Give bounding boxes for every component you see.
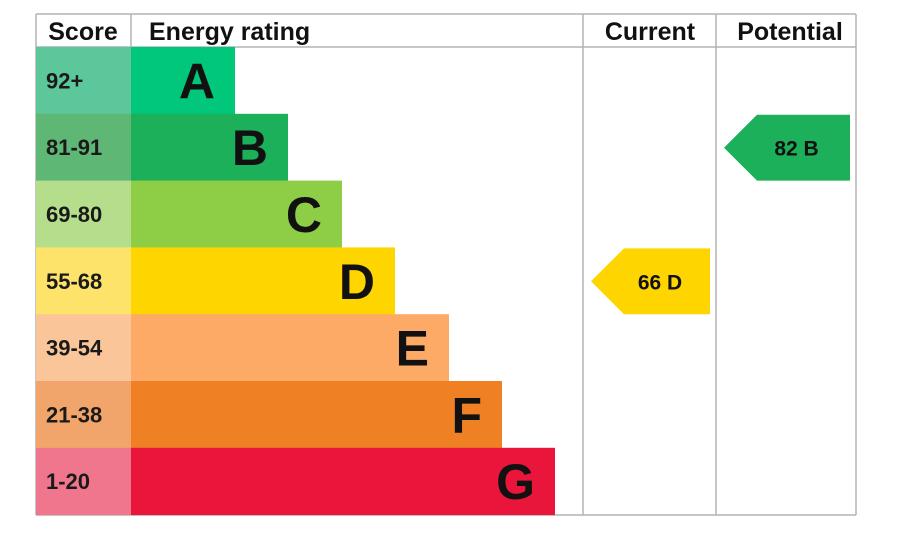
rating-bar: [131, 113, 288, 182]
score-range-label: 1-20: [46, 469, 90, 494]
score-cell: [36, 247, 131, 315]
score-range-label: 55-68: [46, 269, 102, 294]
rating-indicators: 66 D 82 B: [591, 114, 850, 315]
potential-rating-indicator-arrow: [724, 114, 850, 181]
rating-bar: [131, 47, 235, 115]
rating-bar: [131, 247, 395, 315]
rating-letter: C: [286, 187, 322, 243]
score-cell: [36, 447, 131, 516]
current-rating-indicator-arrow: [591, 248, 710, 315]
header-current: Current: [605, 18, 696, 46]
rating-bar: [131, 180, 342, 248]
band-f: 21-38 F: [36, 381, 502, 449]
rating-bar: [131, 447, 555, 516]
header-energy-rating: Energy rating: [149, 18, 310, 46]
band-g: 1-20 G: [36, 447, 555, 516]
rating-letter: E: [396, 321, 429, 377]
header-potential: Potential: [737, 18, 843, 46]
score-range-label: 92+: [46, 68, 83, 93]
potential-rating-indicator-label: 82 B: [774, 138, 818, 161]
rating-letter: A: [179, 53, 215, 109]
rating-letter: D: [339, 254, 375, 310]
rating-letter: F: [451, 387, 482, 443]
score-cell: [36, 381, 131, 449]
score-cell: [36, 180, 131, 248]
rating-letter: G: [496, 454, 535, 510]
score-range-label: 69-80: [46, 202, 102, 227]
rating-letter: B: [232, 120, 268, 176]
score-cell: [36, 113, 131, 182]
header-score: Score: [48, 18, 118, 46]
band-d: 55-68 D: [36, 247, 395, 315]
potential-rating-indicator: 82 B: [724, 114, 850, 181]
band-e: 39-54 E: [36, 314, 449, 382]
band-a: 92+ A: [36, 47, 235, 115]
rating-bar: [131, 381, 502, 449]
score-cell: [36, 47, 131, 115]
score-range-label: 21-38: [46, 402, 102, 427]
band-c: 69-80 C: [36, 180, 342, 248]
score-range-label: 81-91: [46, 135, 102, 160]
current-rating-indicator-label: 66 D: [638, 271, 682, 294]
score-cell: [36, 314, 131, 382]
current-rating-indicator: 66 D: [591, 248, 710, 315]
rating-bar: [131, 314, 449, 382]
band-b: 81-91 B: [36, 113, 288, 182]
rating-bands: 92+ A 81-91 B 69-80 C 55-68 D 39-54 E 21-38 F 1-20 G: [36, 47, 555, 516]
score-range-label: 39-54: [46, 336, 103, 361]
